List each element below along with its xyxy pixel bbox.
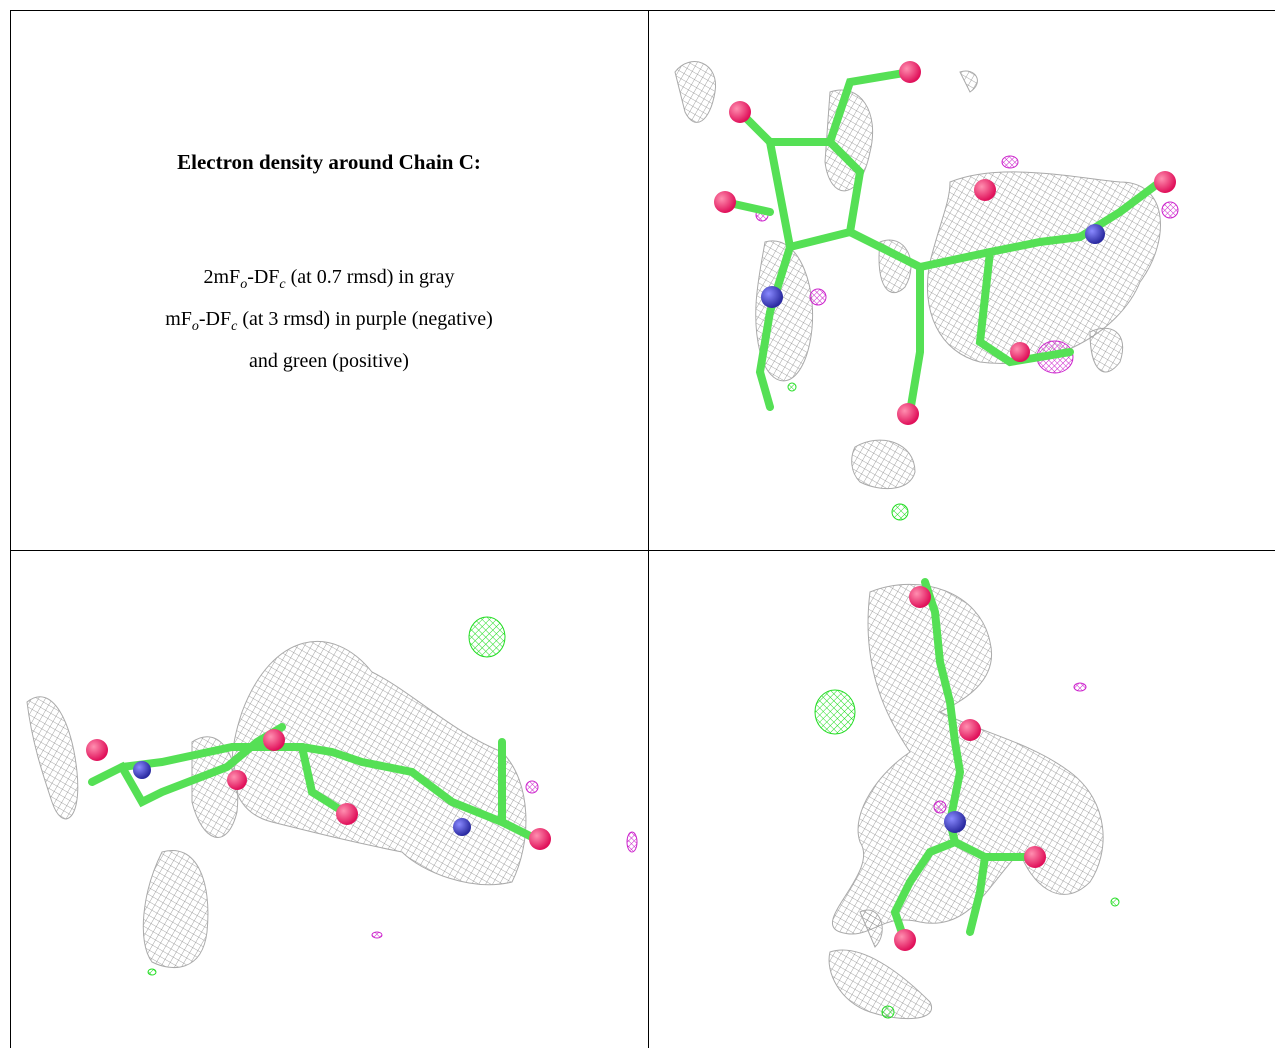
legend-text: 2mF [204, 266, 241, 288]
column-divider [648, 10, 649, 1048]
legend-text: (at 0.7 rmsd) in gray [286, 266, 455, 288]
density-image [650, 552, 1275, 1046]
legend-text: -DF [199, 308, 231, 330]
density-image [650, 12, 1275, 548]
subscript: o [192, 319, 199, 334]
page: {"cell": {"title": "Electron density aro… [0, 0, 1275, 1048]
legend-text: (at 3 rmsd) in purple (negative) [237, 308, 492, 330]
caption-title: Electron density around Chain C: [12, 150, 646, 175]
legend-text: mF [165, 308, 192, 330]
density-image [12, 552, 646, 1046]
legend-line: mFo-DFc (at 3 rmsd) in purple (negative) [12, 302, 646, 344]
row-divider [10, 550, 1275, 551]
legend-text: and green (positive) [249, 350, 409, 372]
legend-line: and green (positive) [12, 344, 646, 379]
legend-text: -DF [247, 266, 279, 288]
caption-cell: Electron density around Chain C: 2mFo-DF… [12, 12, 646, 548]
legend-line: 2mFo-DFc (at 0.7 rmsd) in gray [12, 260, 646, 302]
